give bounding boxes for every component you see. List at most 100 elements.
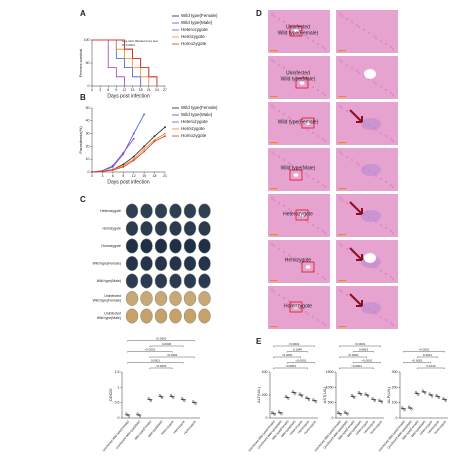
- tissue-texture: [299, 307, 303, 311]
- tissue-texture: [355, 69, 359, 73]
- tissue-texture: [338, 150, 342, 154]
- tissue-texture: [323, 277, 327, 281]
- tissue-texture: [316, 226, 320, 230]
- tissue-texture: [311, 315, 315, 319]
- tissue-texture: [340, 152, 344, 156]
- y-tick-label: 50: [86, 106, 90, 110]
- dot: [125, 412, 128, 415]
- dot: [273, 413, 276, 416]
- point: [143, 113, 146, 116]
- series-line: [91, 135, 166, 173]
- dot: [278, 410, 281, 413]
- axis-line: [91, 40, 165, 87]
- tissue-texture: [391, 323, 395, 327]
- tissue-texture: [294, 120, 298, 124]
- brain-photo: [140, 256, 153, 271]
- brain-photo: [198, 203, 211, 219]
- lesion: [361, 164, 381, 176]
- bracket: [127, 340, 195, 342]
- axis-line: [399, 372, 448, 419]
- bracket: [273, 367, 308, 369]
- dot: [172, 397, 175, 400]
- y-tick-label: 20: [86, 144, 90, 148]
- tissue-texture: [345, 293, 349, 297]
- brain-photo: [169, 203, 182, 219]
- dot: [408, 405, 411, 408]
- histology-row-label: Wild type(Male): [281, 76, 316, 82]
- tissue-texture: [374, 36, 378, 40]
- legend-label: Wild type(Male): [181, 112, 213, 117]
- brain-photo: [154, 221, 168, 236]
- bracket: [127, 362, 184, 364]
- brain-photo: [125, 256, 139, 271]
- tissue-texture: [338, 288, 342, 292]
- p-value: <0.0001: [348, 353, 359, 357]
- brain-photo: [198, 291, 211, 306]
- point: [153, 135, 156, 138]
- tissue-texture: [272, 60, 276, 64]
- point: [101, 170, 104, 173]
- brain-photo: [198, 256, 211, 271]
- bracket: [286, 351, 308, 353]
- vessel: [305, 121, 311, 125]
- tissue-texture: [323, 139, 327, 143]
- y-axis-label: ALP(U/L): [386, 386, 391, 403]
- tissue-texture: [321, 321, 325, 325]
- x-tick-label: 18: [153, 174, 157, 178]
- tissue-texture: [294, 166, 298, 170]
- y-tick-label: 0: [266, 416, 268, 420]
- p-value: 0.0001: [151, 359, 161, 363]
- tissue-texture: [379, 315, 383, 319]
- x-tick-label: 24: [155, 88, 159, 92]
- y-tick-label: 100: [392, 401, 398, 405]
- dot: [307, 398, 310, 401]
- brain-photo: [125, 238, 139, 254]
- histology-image: [268, 102, 330, 145]
- tissue-texture: [304, 34, 308, 38]
- zoom-box: [295, 209, 309, 221]
- dot: [294, 393, 297, 396]
- y-tick-label: 200: [392, 385, 398, 389]
- bracket: [416, 356, 438, 358]
- tissue-texture: [272, 244, 276, 248]
- tissue-texture: [374, 82, 378, 86]
- lesion: [361, 210, 381, 222]
- dot: [183, 400, 186, 403]
- dot: [312, 398, 315, 401]
- tissue-texture: [287, 161, 291, 165]
- tissue-texture: [323, 323, 327, 327]
- histology-row-label: Wild type(Female): [278, 30, 319, 36]
- tissue-texture: [345, 247, 349, 251]
- point: [122, 163, 125, 166]
- tissue-texture: [350, 20, 354, 24]
- brain-photo: [154, 273, 168, 289]
- brain-photo: [154, 256, 168, 271]
- zoom-box: [289, 169, 303, 181]
- tissue-texture: [379, 131, 383, 135]
- dot: [344, 410, 347, 413]
- zoom-box: [295, 77, 309, 89]
- y-axis-label: Percent survival: [78, 49, 83, 78]
- legend-label: Wild type(Female): [181, 105, 218, 110]
- brain-photo: [183, 291, 197, 306]
- dot: [346, 413, 349, 416]
- x-tick-label: 3: [101, 174, 103, 178]
- zoom-box: [289, 301, 303, 313]
- histology-row-label: Hemizygote: [285, 257, 312, 263]
- tissue-texture: [357, 163, 361, 167]
- tissue-texture: [379, 85, 383, 89]
- tissue-texture: [316, 88, 320, 92]
- dot: [305, 395, 308, 398]
- vessel: [299, 213, 305, 217]
- tissue-texture: [384, 42, 388, 46]
- tissue-texture: [379, 177, 383, 181]
- tissue-texture: [270, 12, 274, 16]
- brain-row-label: Wild type(Male): [97, 279, 121, 283]
- dot: [298, 392, 301, 395]
- tissue-texture: [323, 185, 327, 189]
- brain-photo: [125, 291, 139, 306]
- dot: [364, 392, 367, 395]
- tissue-texture: [287, 253, 291, 257]
- tissue-texture: [384, 226, 388, 230]
- dot: [378, 398, 381, 401]
